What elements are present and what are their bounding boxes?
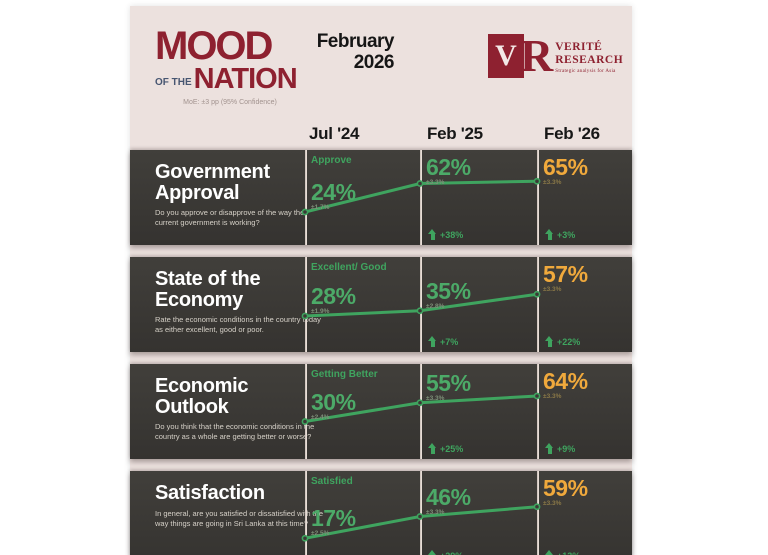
column-header-feb25: Feb '25	[427, 124, 483, 143]
row-title: Economic Outlook	[155, 375, 249, 418]
verite-logo-text: VERITÉ RESEARCH Strategic analysis for A…	[555, 41, 623, 74]
moe-note: ±1.9%	[311, 308, 330, 315]
value-feb25: 55% ±3.3%	[426, 369, 471, 402]
change-feb25: +38%	[428, 229, 463, 240]
column-divider	[537, 150, 539, 245]
trend-line-chart	[301, 392, 541, 425]
series-label: Excellent/ Good	[311, 262, 387, 273]
verite-name-line2: RESEARCH	[555, 54, 624, 67]
series-label: Getting Better	[311, 369, 378, 380]
row-question: Do you think that the economic condition…	[155, 422, 315, 442]
column-divider	[537, 257, 539, 352]
verite-logo-r-icon: R	[520, 30, 554, 81]
change-feb26: +22%	[545, 336, 580, 347]
moe-note: ±3.3%	[543, 393, 562, 400]
value-feb25: 46% ±3.3%	[426, 483, 471, 516]
column-divider	[305, 257, 307, 352]
moe-note: ±3.3%	[543, 179, 562, 186]
change-feb25: +7%	[428, 336, 458, 347]
change-feb26: +13%	[545, 550, 580, 555]
logo-word-mood: MOOD	[155, 24, 273, 68]
column-divider	[537, 364, 539, 459]
change-feb26: +9%	[545, 443, 575, 454]
value-jul24: 28% ±1.9%	[311, 283, 356, 315]
column-header-feb26: Feb '26	[544, 124, 600, 143]
series-label: Approve	[311, 155, 352, 166]
series-label: Satisfied	[311, 476, 353, 487]
moe-note: ±2.4%	[311, 413, 330, 421]
up-arrow-icon	[545, 443, 554, 454]
up-arrow-icon	[545, 336, 554, 347]
trend-line-chart	[301, 177, 541, 216]
row-title: Government Approval	[155, 161, 270, 204]
moe-note: ±1.7%	[311, 204, 330, 211]
trend-line-chart	[301, 290, 541, 320]
row-question: In general, are you satisfied or dissati…	[155, 509, 324, 529]
value-jul24: 17% ±2.5%	[311, 505, 356, 538]
moe-note: ±2.5%	[311, 530, 330, 538]
column-divider	[305, 364, 307, 459]
value-feb26: 59% ±3.3%	[543, 475, 588, 507]
up-arrow-icon	[428, 443, 437, 454]
row-economic-outlook: Economic Outlook Do you think that the e…	[130, 364, 632, 459]
value-feb26: 64% ±3.3%	[543, 368, 588, 400]
change-feb25: +29%	[428, 550, 463, 555]
moe-note: ±3.3%	[426, 394, 445, 402]
column-divider	[305, 150, 307, 245]
column-divider	[420, 364, 422, 459]
logo-word-nation: NATION	[193, 63, 298, 95]
edition-month: February	[316, 31, 395, 52]
logo-line2: OF THE NATION	[155, 63, 305, 95]
moe-note: ±3.3%	[426, 179, 445, 186]
logo-of-the: OF THE	[155, 77, 192, 89]
value-feb25: 62% ±3.3%	[426, 154, 471, 186]
edition-date: February 2026	[298, 31, 395, 74]
column-divider	[537, 471, 539, 555]
value-feb26: 65% ±3.3%	[543, 154, 588, 186]
trend-line-chart	[301, 503, 541, 542]
row-question: Rate the economic conditions in the coun…	[155, 315, 321, 335]
row-government-approval: Government Approval Do you approve or di…	[130, 150, 632, 245]
verite-research-logo: V R VERITÉ RESEARCH Strategic analysis f…	[488, 30, 623, 81]
verite-tagline: Strategic analysis for Asia	[555, 69, 616, 75]
verite-name-line1: VERITÉ	[555, 41, 603, 53]
column-divider	[420, 471, 422, 555]
margin-of-error-note: MoE: ±3 pp (95% Confidence)	[183, 99, 277, 107]
moe-note: ±3.3%	[426, 508, 445, 516]
value-jul24: 24% ±1.7%	[311, 179, 356, 211]
mood-of-the-nation-logo: MOOD OF THE NATION MoE: ±3 pp (95% Confi…	[155, 24, 305, 107]
up-arrow-icon	[428, 336, 437, 347]
column-divider	[305, 471, 307, 555]
edition-year: 2026	[353, 51, 395, 73]
up-arrow-icon	[428, 550, 437, 555]
up-arrow-icon	[428, 229, 437, 240]
value-feb26: 57% ±3.3%	[543, 261, 588, 294]
row-title: Satisfaction	[155, 482, 265, 504]
column-header-jul24: Jul '24	[309, 124, 360, 143]
row-state-of-economy: State of the Economy Rate the economic c…	[130, 257, 632, 352]
column-divider	[420, 150, 422, 245]
row-title: State of the Economy	[155, 268, 261, 311]
moe-note: ±3.3%	[543, 286, 562, 294]
column-divider	[420, 257, 422, 352]
verite-logo-v-icon: V	[488, 34, 524, 78]
change-feb26: +3%	[545, 229, 575, 240]
poster: MOOD OF THE NATION MoE: ±3 pp (95% Confi…	[130, 6, 632, 555]
moe-note: ±3.3%	[543, 500, 562, 507]
value-feb25: 35% ±2.8%	[426, 277, 471, 310]
up-arrow-icon	[545, 550, 554, 555]
row-satisfaction: Satisfaction In general, are you satisfi…	[130, 471, 632, 555]
row-question: Do you approve or disapprove of the way …	[155, 208, 305, 228]
up-arrow-icon	[545, 229, 554, 240]
moe-note: ±2.8%	[426, 302, 445, 310]
change-feb25: +25%	[428, 443, 463, 454]
value-jul24: 30% ±2.4%	[311, 388, 356, 421]
